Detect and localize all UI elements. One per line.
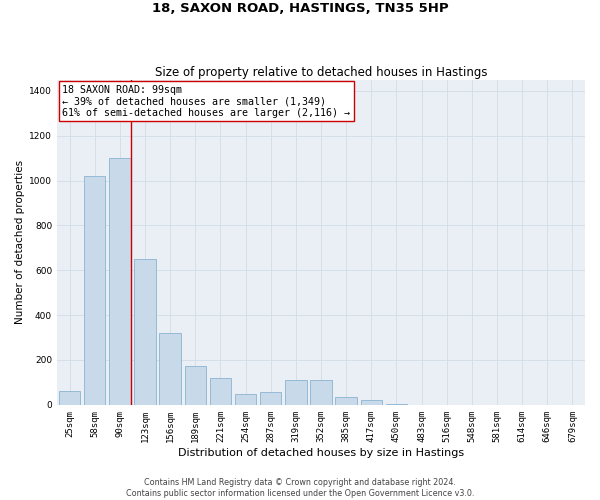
Bar xyxy=(109,158,131,405)
Bar xyxy=(386,404,407,405)
Bar xyxy=(361,400,382,405)
Y-axis label: Number of detached properties: Number of detached properties xyxy=(15,160,25,324)
Text: Contains HM Land Registry data © Crown copyright and database right 2024.
Contai: Contains HM Land Registry data © Crown c… xyxy=(126,478,474,498)
Text: 18, SAXON ROAD, HASTINGS, TN35 5HP: 18, SAXON ROAD, HASTINGS, TN35 5HP xyxy=(152,2,448,16)
Bar xyxy=(210,378,231,405)
Bar xyxy=(185,366,206,405)
X-axis label: Distribution of detached houses by size in Hastings: Distribution of detached houses by size … xyxy=(178,448,464,458)
Bar xyxy=(134,259,156,405)
Bar xyxy=(84,176,106,405)
Text: 18 SAXON ROAD: 99sqm
← 39% of detached houses are smaller (1,349)
61% of semi-de: 18 SAXON ROAD: 99sqm ← 39% of detached h… xyxy=(62,84,350,117)
Bar xyxy=(310,380,332,405)
Bar xyxy=(235,394,256,405)
Bar xyxy=(285,380,307,405)
Bar xyxy=(59,392,80,405)
Bar xyxy=(335,397,357,405)
Bar xyxy=(260,392,281,405)
Title: Size of property relative to detached houses in Hastings: Size of property relative to detached ho… xyxy=(155,66,487,78)
Bar xyxy=(160,333,181,405)
